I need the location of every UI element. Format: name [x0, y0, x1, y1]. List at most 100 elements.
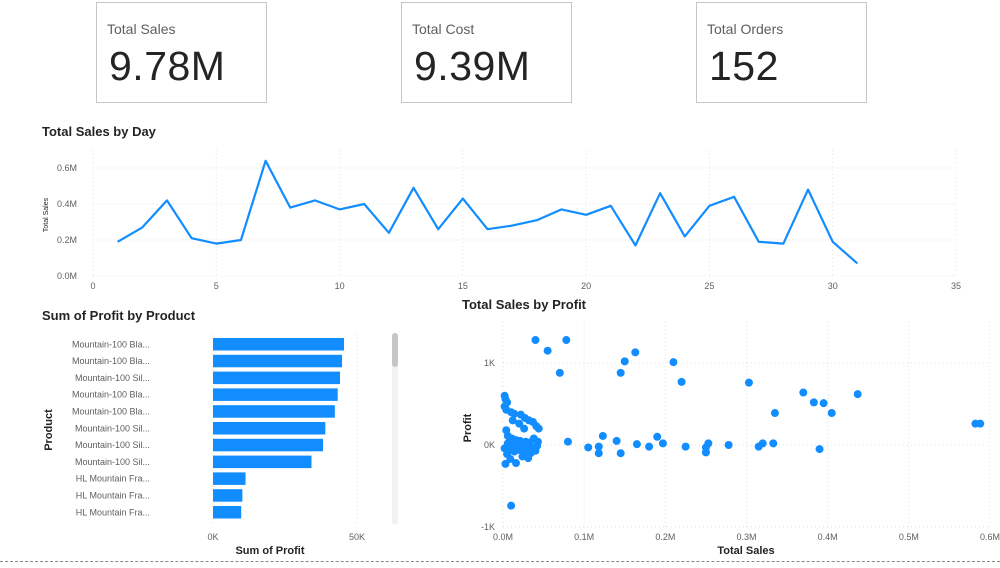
scatter-y-axis-title: Profit	[462, 413, 474, 442]
bar-category-label: Mountain-100 Bla...	[72, 406, 150, 416]
bar-scrollbar-thumb[interactable]	[392, 333, 398, 367]
scatter-y-tick-label: -1K	[481, 522, 495, 532]
scatter-point	[809, 398, 818, 407]
scatter-point	[819, 399, 828, 408]
scatter-x-tick-label: 0.2M	[655, 532, 675, 542]
scatter-point	[501, 459, 510, 468]
scatter-chart[interactable]: 0.0M 0.1M 0.2M 0.3M 0.4M 0.5M 0.6M -1K 0K 1K	[481, 322, 1000, 542]
bar	[213, 506, 242, 519]
line-y-tick-label: 0.2M	[57, 235, 77, 245]
line-x-tick-label: 35	[951, 281, 961, 291]
scatter-point	[520, 424, 529, 433]
line-y-axis-title: Total Sales	[43, 197, 50, 232]
line-x-tick-label: 15	[458, 281, 468, 291]
total-sales-card[interactable]: Total Sales 9.78M	[96, 2, 267, 103]
scatter-x-tick-label: 0.6M	[980, 532, 1000, 542]
line-chart[interactable]: 0 5 10 15 20 25 30 35 0.0M 0.2M 0.4M 0.6M	[57, 150, 961, 291]
scatter-y-tick-label: 0K	[484, 440, 495, 450]
bar-chart-title: Sum of Profit by Product	[42, 308, 196, 323]
card-label: Total Sales	[107, 21, 176, 37]
bar-x-tick-label: 0K	[207, 532, 218, 542]
bar-y-axis-title: Product	[43, 409, 55, 451]
scatter-point	[645, 442, 654, 451]
card-value: 152	[709, 43, 779, 89]
bar-x-axis-title: Sum of Profit	[235, 545, 304, 557]
scatter-point	[510, 409, 519, 418]
bar-category-label: HL Mountain Fra...	[76, 474, 150, 484]
scatter-chart-title: Total Sales by Profit	[462, 297, 587, 312]
bar-scroll-track[interactable]	[392, 333, 398, 525]
scatter-point	[584, 443, 593, 452]
scatter-point	[704, 439, 713, 448]
scatter-point	[620, 357, 629, 366]
scatter-point	[594, 449, 603, 458]
line-x-tick-label: 20	[581, 281, 591, 291]
total-orders-card[interactable]: Total Orders 152	[696, 2, 867, 103]
card-value: 9.39M	[414, 43, 531, 89]
scatter-point	[612, 436, 621, 445]
scatter-point	[598, 431, 607, 440]
bar-chart[interactable]: 0K 50K Mountain-100 Bla... Mountain-100 Bla…	[72, 334, 365, 542]
scatter-point	[631, 348, 640, 357]
scatter-point	[616, 449, 625, 458]
scatter-point	[827, 409, 836, 418]
scatter-x-tick-label: 0.5M	[899, 532, 919, 542]
line-x-tick-label: 25	[704, 281, 714, 291]
scatter-point	[515, 419, 524, 428]
bar-category-label: Mountain-100 Bla...	[72, 339, 150, 349]
scatter-x-tick-label: 0.1M	[574, 532, 594, 542]
scatter-point	[594, 442, 603, 451]
card-value: 9.78M	[109, 43, 226, 89]
line-x-tick-label: 0	[90, 281, 95, 291]
line-x-tick-label: 30	[828, 281, 838, 291]
scatter-point	[508, 416, 517, 425]
scatter-point	[531, 336, 540, 345]
scatter-point	[616, 368, 625, 377]
line-y-tick-label: 0.4M	[57, 199, 77, 209]
scatter-point	[669, 358, 678, 367]
scatter-point	[853, 390, 862, 399]
card-label: Total Cost	[412, 21, 475, 37]
bar	[213, 354, 343, 368]
line-y-tick-label: 0.0M	[57, 271, 77, 281]
bar	[213, 405, 335, 418]
scatter-point	[677, 377, 686, 386]
bar-category-label: HL Mountain Fra...	[76, 507, 150, 517]
scatter-point	[562, 336, 571, 345]
bar-category-label: Mountain-100 Bla...	[72, 390, 150, 400]
scatter-point	[658, 439, 667, 448]
scatter-point	[653, 432, 662, 441]
scatter-point	[770, 409, 779, 418]
scatter-x-tick-label: 0.4M	[818, 532, 838, 542]
line-x-tick-label: 5	[214, 281, 219, 291]
bar-category-label: Mountain-100 Bla...	[72, 356, 150, 366]
bar	[213, 338, 345, 351]
scatter-point	[506, 454, 515, 463]
bar	[213, 438, 324, 452]
scatter-x-tick-label: 0.3M	[736, 532, 756, 542]
total-cost-card[interactable]: Total Cost 9.39M	[401, 2, 572, 103]
bar-x-tick-label: 50K	[349, 532, 365, 542]
scatter-point	[555, 368, 564, 377]
scatter-point	[543, 346, 552, 355]
bar-category-label: Mountain-100 Sil...	[75, 373, 150, 383]
bar-category-label: Mountain-100 Sil...	[75, 440, 150, 450]
scatter-x-tick-label: 0.0M	[493, 532, 513, 542]
scatter-point	[511, 459, 520, 468]
line-x-tick-label: 10	[335, 281, 345, 291]
page-bottom-border	[0, 561, 1000, 562]
bar-category-label: Mountain-100 Sil...	[75, 423, 150, 433]
scatter-point	[524, 454, 533, 463]
bar-category-label: Mountain-100 Sil...	[75, 457, 150, 467]
bar	[213, 388, 338, 401]
scatter-point	[769, 439, 778, 448]
bar-category-label: HL Mountain Fra...	[76, 490, 150, 500]
scatter-point	[758, 439, 767, 448]
bar	[213, 422, 326, 435]
scatter-point	[507, 501, 516, 510]
scatter-point	[701, 448, 710, 457]
line-chart-title: Total Sales by Day	[42, 124, 156, 139]
bar	[213, 455, 312, 469]
bar	[213, 371, 341, 385]
